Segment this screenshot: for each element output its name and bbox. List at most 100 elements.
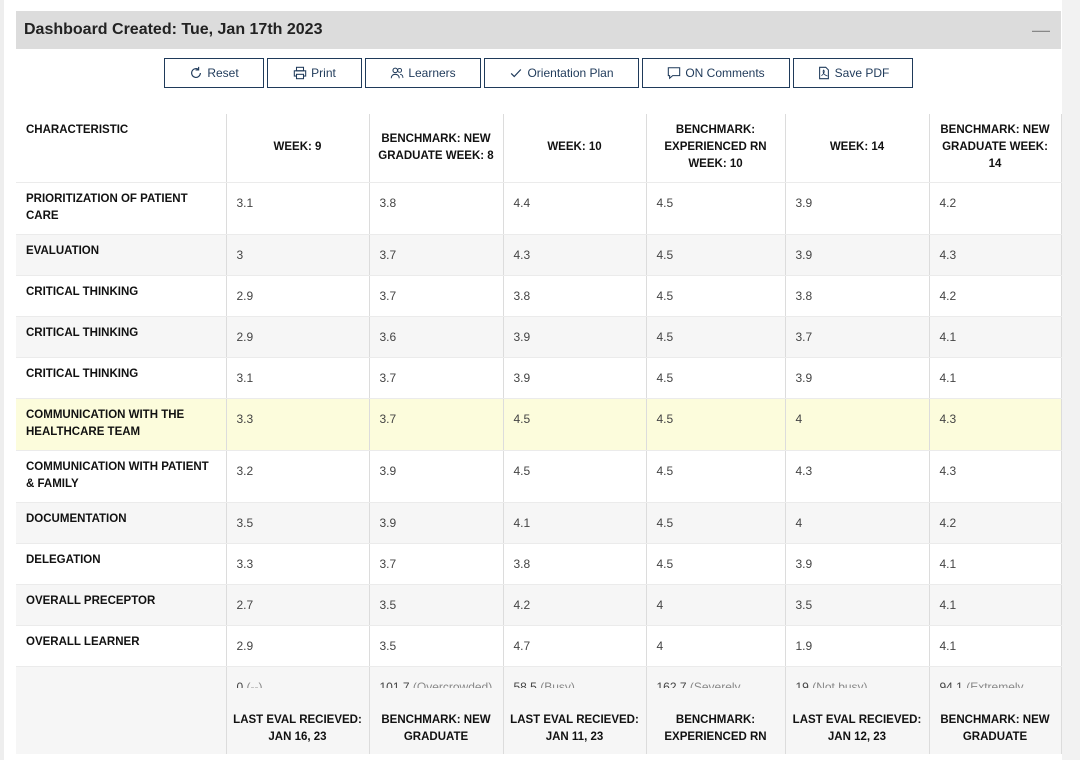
row-label: OVERALL LEARNER (16, 625, 227, 667)
page-title: Dashboard Created: Tue, Jan 17th 2023 (24, 21, 323, 38)
score-cell: 3.5 (369, 584, 504, 626)
collapse-button[interactable]: — (1032, 19, 1050, 40)
table-row: COMMUNICATION WITH PATIENT & FAMILY 3.2 3.… (16, 450, 1062, 503)
score-cell: 4 (785, 502, 930, 544)
left-edge (0, 0, 4, 760)
printer-icon (293, 66, 307, 80)
score-cell: 4.5 (503, 398, 647, 451)
score-cell: 4.7 (503, 625, 647, 667)
score-cell: 4 (646, 584, 786, 626)
score-cell: 3.7 (369, 275, 504, 317)
score-cell: 4.5 (646, 234, 786, 276)
score-cell: 3.6 (369, 316, 504, 358)
comment-icon (668, 67, 681, 80)
score-cell: 4 (785, 398, 930, 451)
row-label: OVERALL PRECEPTOR (16, 584, 227, 626)
score-cell: 3.8 (785, 275, 930, 317)
score-cell: 3.9 (785, 543, 930, 585)
score-cell: 3 (226, 234, 370, 276)
score-cell: 3.7 (369, 543, 504, 585)
score-cell: 2.9 (226, 316, 370, 358)
learners-label: Learners (408, 66, 456, 80)
save-pdf-label: Save PDF (834, 66, 890, 80)
score-cell: 3.2 (226, 450, 370, 503)
score-cell: 4.3 (929, 450, 1062, 503)
score-cell: 3.9 (785, 182, 930, 235)
print-label: Print (311, 66, 336, 80)
score-cell: 3.3 (226, 398, 370, 451)
column-header: WEEK: 14 (785, 114, 930, 183)
row-label: COMMUNICATION WITH THE HEALTHCARE TEAM (16, 398, 227, 451)
table-row: OVERALL LEARNER 2.9 3.5 4.7 4 1.9 4.1 (16, 625, 1062, 667)
learners-button[interactable]: Learners (365, 58, 481, 88)
on-comments-button[interactable]: ON Comments (642, 58, 790, 88)
row-label: CRITICAL THINKING (16, 275, 227, 317)
toolbar: Reset Print Learners Orientation Plan ON… (0, 58, 1080, 90)
row-label: COMMUNICATION WITH PATIENT & FAMILY (16, 450, 227, 503)
footer-cell: BENCHMARK: NEW GRADUATE (929, 688, 1062, 754)
score-cell: 1.9 (785, 625, 930, 667)
column-header: BENCHMARK: NEW GRADUATE WEEK: 14 (929, 114, 1062, 183)
score-cell: 3.9 (369, 502, 504, 544)
score-cell: 3.9 (785, 234, 930, 276)
score-cell: 2.7 (226, 584, 370, 626)
score-cell: 3.8 (503, 275, 647, 317)
score-cell: 3.5 (785, 584, 930, 626)
footer-cell: BENCHMARK: NEW GRADUATE (369, 688, 504, 754)
users-icon (391, 67, 404, 79)
footer-cell: LAST EVAL RECIEVED: JAN 12, 23 (785, 688, 930, 754)
score-cell: 4.1 (503, 502, 647, 544)
score-cell: 2.9 (226, 625, 370, 667)
evaluation-table: CHARACTERISTIC WEEK: 9 BENCHMARK: NEW GR… (16, 114, 1062, 728)
score-cell: 3.5 (369, 625, 504, 667)
score-cell: 4.5 (646, 357, 786, 399)
score-cell: 4.2 (929, 502, 1062, 544)
dashboard-header: Dashboard Created: Tue, Jan 17th 2023 — (16, 11, 1061, 49)
row-label: DELEGATION (16, 543, 227, 585)
column-header: CHARACTERISTIC (16, 114, 227, 183)
score-cell: 3.9 (503, 316, 647, 358)
orientation-plan-button[interactable]: Orientation Plan (484, 58, 639, 88)
table-row: DOCUMENTATION 3.5 3.9 4.1 4.5 4 4.2 (16, 502, 1062, 544)
table-header-row: CHARACTERISTIC WEEK: 9 BENCHMARK: NEW GR… (16, 114, 1062, 183)
score-cell: 3.9 (503, 357, 647, 399)
row-label: DOCUMENTATION (16, 502, 227, 544)
table-row: CRITICAL THINKING 3.1 3.7 3.9 4.5 3.9 4.1 (16, 357, 1062, 399)
score-cell: 3.8 (503, 543, 647, 585)
score-cell: 4.5 (646, 275, 786, 317)
print-button[interactable]: Print (267, 58, 362, 88)
footer-cell: LAST EVAL RECIEVED: JAN 11, 23 (503, 688, 647, 754)
score-cell: 3.1 (226, 182, 370, 235)
save-pdf-button[interactable]: Save PDF (793, 58, 913, 88)
nedocs-value: 0 (236, 679, 244, 694)
table-row: DELEGATION 3.3 3.7 3.8 4.5 3.9 4.1 (16, 543, 1062, 585)
score-cell: 3.7 (785, 316, 930, 358)
column-header: WEEK: 9 (226, 114, 370, 183)
footer-cell (16, 688, 227, 754)
score-cell: 4.1 (929, 316, 1062, 358)
score-cell: 3.3 (226, 543, 370, 585)
table-row: CRITICAL THINKING 2.9 3.7 3.8 4.5 3.8 4.2 (16, 275, 1062, 317)
score-cell: 4.3 (503, 234, 647, 276)
score-cell: 4 (646, 625, 786, 667)
score-cell: 4.5 (646, 543, 786, 585)
table-row: EVALUATION 3 3.7 4.3 4.5 3.9 4.3 (16, 234, 1062, 276)
score-cell: 4.5 (646, 316, 786, 358)
score-cell: 4.1 (929, 625, 1062, 667)
score-cell: 3.5 (226, 502, 370, 544)
score-cell: 4.3 (929, 398, 1062, 451)
reset-button[interactable]: Reset (164, 58, 264, 88)
score-cell: 4.5 (503, 450, 647, 503)
score-cell: 4.1 (929, 357, 1062, 399)
row-label: EVALUATION (16, 234, 227, 276)
score-cell: 4.1 (929, 584, 1062, 626)
column-header: BENCHMARK: NEW GRADUATE WEEK: 8 (369, 114, 504, 183)
score-cell: 3.7 (369, 357, 504, 399)
table-row: PRIORITIZATION OF PATIENT CARE 3.1 3.8 4.4 4… (16, 182, 1062, 235)
score-cell: 4.3 (785, 450, 930, 503)
scrollbar-track[interactable] (1062, 0, 1080, 760)
table-footer: LAST EVAL RECIEVED: JAN 16, 23 BENCHMARK… (16, 688, 1062, 754)
score-cell: 3.1 (226, 357, 370, 399)
check-icon (511, 69, 522, 78)
